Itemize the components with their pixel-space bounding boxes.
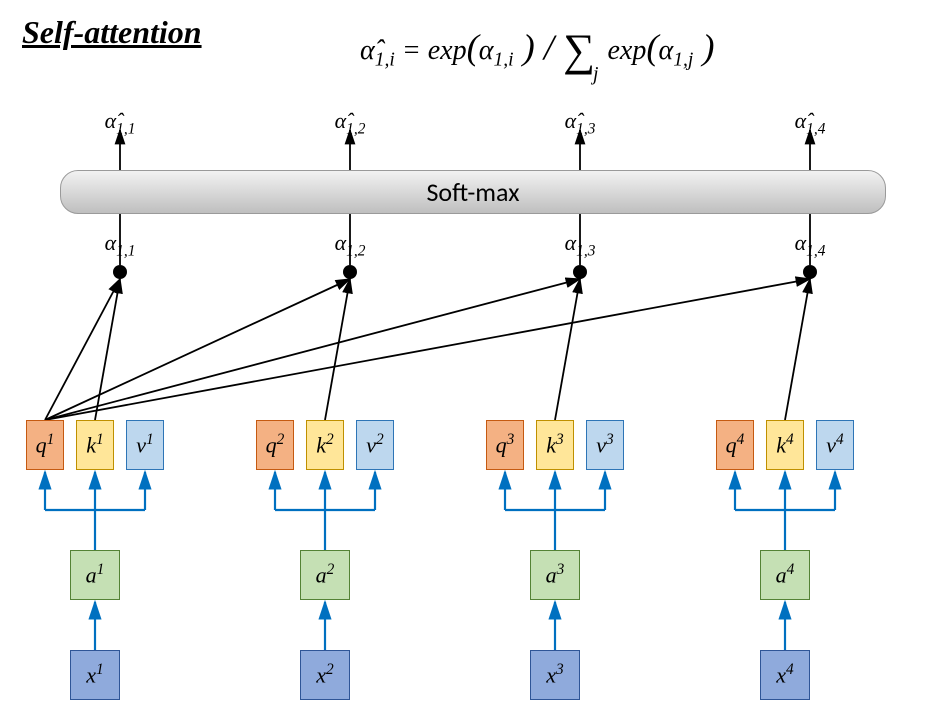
x-box-3: x3 [530, 650, 580, 700]
alpha-label-3: α1,3 [565, 230, 596, 255]
alpha-hat-label-2: α̂1,2 [335, 108, 366, 133]
q-label-4: q4 [726, 431, 745, 458]
a-box-4: a4 [760, 550, 810, 600]
x-box-4: x4 [760, 650, 810, 700]
x-label-1: x1 [86, 661, 103, 688]
k-label-3: k3 [546, 431, 563, 458]
q-label-3: q3 [496, 431, 515, 458]
q-label-2: q2 [266, 431, 285, 458]
v-box-1: v1 [126, 420, 164, 470]
alpha-hat-label-1: α̂1,1 [105, 108, 136, 133]
v-box-2: v2 [356, 420, 394, 470]
x-label-3: x3 [546, 661, 563, 688]
v-label-4: v4 [826, 431, 843, 458]
k-label-4: k4 [776, 431, 793, 458]
softmax-label: Soft-max [426, 176, 519, 208]
v-box-3: v3 [586, 420, 624, 470]
alpha-label-4: α1,4 [795, 230, 826, 255]
a-box-3: a3 [530, 550, 580, 600]
k-label-2: k2 [316, 431, 333, 458]
a-label-4: a4 [776, 561, 795, 588]
k-label-1: k1 [86, 431, 103, 458]
a-label-3: a3 [546, 561, 565, 588]
q-box-1: q1 [26, 420, 64, 470]
x-box-2: x2 [300, 650, 350, 700]
q-box-3: q3 [486, 420, 524, 470]
alpha-hat-label-4: α̂1,4 [795, 108, 826, 133]
q-box-2: q2 [256, 420, 294, 470]
k-box-1: k1 [76, 420, 114, 470]
formula: α̂1,i = exp(α1,i ) / ∑j exp(α1,j ) [360, 35, 715, 66]
v-label-3: v3 [596, 431, 613, 458]
x-label-2: x2 [316, 661, 333, 688]
a-box-2: a2 [300, 550, 350, 600]
alpha-label-1: α1,1 [105, 230, 136, 255]
v-label-2: v2 [366, 431, 383, 458]
k-box-4: k4 [766, 420, 804, 470]
x-box-1: x1 [70, 650, 120, 700]
a-label-1: a1 [86, 561, 105, 588]
x-label-4: x4 [776, 661, 793, 688]
alpha-hat-label-3: α̂1,3 [565, 108, 596, 133]
q-box-4: q4 [716, 420, 754, 470]
k-box-3: k3 [536, 420, 574, 470]
q-label-1: q1 [36, 431, 55, 458]
alpha-label-2: α1,2 [335, 230, 366, 255]
a-label-2: a2 [316, 561, 335, 588]
a-box-1: a1 [70, 550, 120, 600]
softmax-box: Soft-max [60, 170, 886, 214]
title-text: Self-attention [22, 14, 202, 50]
k-box-2: k2 [306, 420, 344, 470]
v-box-4: v4 [816, 420, 854, 470]
v-label-1: v1 [136, 431, 153, 458]
